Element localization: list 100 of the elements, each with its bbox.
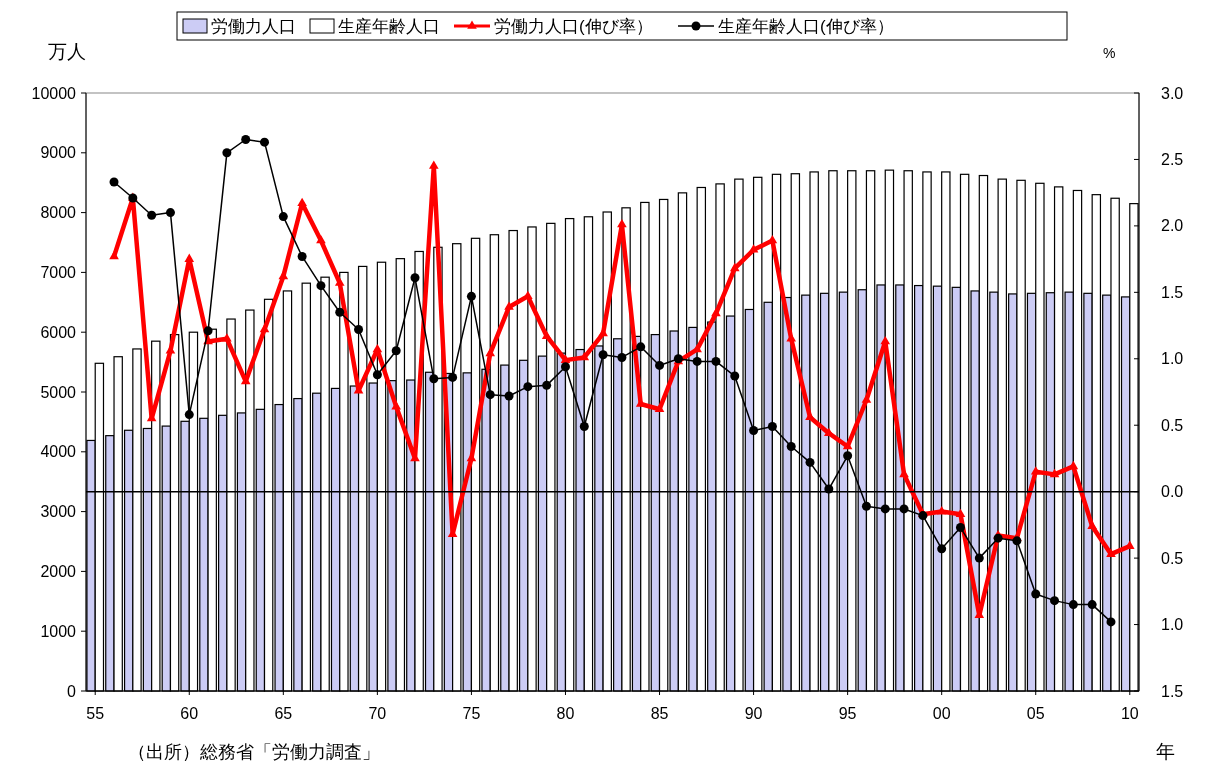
point: [504, 301, 514, 310]
y-tick-label: 2000: [40, 563, 77, 580]
legend-label: 労働力人口(伸び率）: [494, 16, 653, 36]
point: [372, 370, 382, 380]
y-tick-label: 4000: [40, 443, 77, 461]
y-tick-label: 10000: [31, 84, 77, 102]
x-tick-label: 80: [556, 705, 575, 722]
x-tick-label: 10: [1120, 705, 1139, 722]
y-tick-label: 8000: [40, 204, 77, 222]
point: [541, 330, 552, 339]
point: [429, 374, 439, 384]
point: [880, 504, 890, 514]
point: [1012, 536, 1022, 546]
point: [278, 270, 289, 280]
x-tick-label: 55: [86, 705, 105, 722]
point: [993, 533, 1003, 543]
point: [786, 441, 796, 451]
point: [560, 362, 570, 372]
point: [955, 523, 965, 533]
point: [843, 451, 853, 461]
point: [749, 426, 759, 436]
point: [655, 360, 665, 370]
y-tick-label: 7000: [40, 264, 77, 281]
point: [729, 262, 740, 272]
point: [617, 352, 627, 362]
y2-tick-label: 0.5: [1161, 549, 1184, 567]
point: [297, 197, 307, 207]
point: [579, 351, 590, 361]
point: [109, 177, 119, 187]
point: [184, 253, 195, 262]
point: [448, 372, 458, 382]
point: [1068, 600, 1078, 610]
x-tick-label: 00: [932, 705, 951, 722]
y2-tick-label: 1.5: [1161, 682, 1184, 700]
point: [805, 457, 815, 467]
point: [222, 333, 232, 342]
y-tick-label: 0: [67, 682, 77, 700]
point: [842, 440, 853, 450]
y2-tick-label: 0.5: [1161, 416, 1184, 434]
point: [523, 382, 533, 392]
x-tick-label: 85: [650, 705, 669, 722]
point: [936, 506, 947, 515]
point: [542, 380, 552, 390]
x-axis-title: 年: [1156, 741, 1175, 762]
y2-tick-label: 2.0: [1161, 217, 1184, 235]
y-tick-label: 5000: [40, 383, 77, 401]
point: [560, 354, 571, 363]
y2-axis-title: %: [1103, 45, 1116, 61]
x-tick-label: 60: [180, 705, 199, 722]
point: [147, 210, 157, 220]
x-tick-label: 95: [838, 705, 857, 722]
point: [692, 356, 702, 366]
point: [767, 422, 777, 432]
y2-tick-label: 1.0: [1161, 350, 1184, 368]
point: [165, 208, 175, 218]
point: [316, 281, 326, 291]
point: [391, 346, 401, 356]
point: [1106, 548, 1116, 557]
point: [937, 544, 947, 554]
y2-tick-label: 2.5: [1161, 151, 1184, 169]
point: [391, 401, 401, 410]
point: [899, 504, 909, 514]
x-tick-label: 75: [462, 705, 481, 722]
point: [1106, 617, 1116, 627]
point: [203, 326, 213, 336]
y-tick-label: 6000: [40, 323, 77, 341]
legend-label: 労働力人口: [211, 16, 296, 36]
point: [335, 307, 345, 317]
point: [861, 394, 872, 403]
point: [654, 403, 665, 413]
x-tick-label: 70: [368, 705, 387, 722]
point: [955, 508, 966, 518]
legend-label: 生産年齢人口(伸び率）: [718, 16, 894, 36]
y-axis-title: 万人: [48, 41, 86, 62]
point: [1050, 596, 1060, 606]
point: [1030, 466, 1041, 475]
x-tick-label: 05: [1026, 705, 1045, 722]
text: （出所）総務省「労働力調査」: [128, 742, 380, 762]
point: [617, 219, 627, 228]
point: [429, 160, 439, 169]
point: [410, 273, 420, 283]
point: [748, 244, 759, 253]
y2-tick-label: 1.5: [1161, 283, 1184, 301]
point: [334, 277, 345, 286]
point: [316, 234, 326, 244]
point: [1049, 468, 1060, 478]
point: [861, 501, 871, 511]
y2-tick-label: 1.0: [1161, 616, 1184, 634]
point: [711, 356, 721, 366]
point: [222, 148, 232, 158]
point: [485, 347, 496, 357]
point: [579, 422, 589, 432]
point: [730, 371, 740, 381]
x-tick-label: 65: [274, 705, 293, 722]
point: [711, 308, 721, 317]
point: [297, 251, 307, 261]
point: [466, 291, 476, 301]
point: [354, 325, 364, 335]
point: [241, 135, 251, 145]
point: [598, 350, 608, 360]
